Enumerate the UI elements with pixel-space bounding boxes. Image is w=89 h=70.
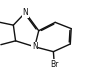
Text: N: N [32, 42, 38, 51]
Text: Br: Br [50, 60, 58, 69]
Text: N: N [23, 8, 28, 17]
